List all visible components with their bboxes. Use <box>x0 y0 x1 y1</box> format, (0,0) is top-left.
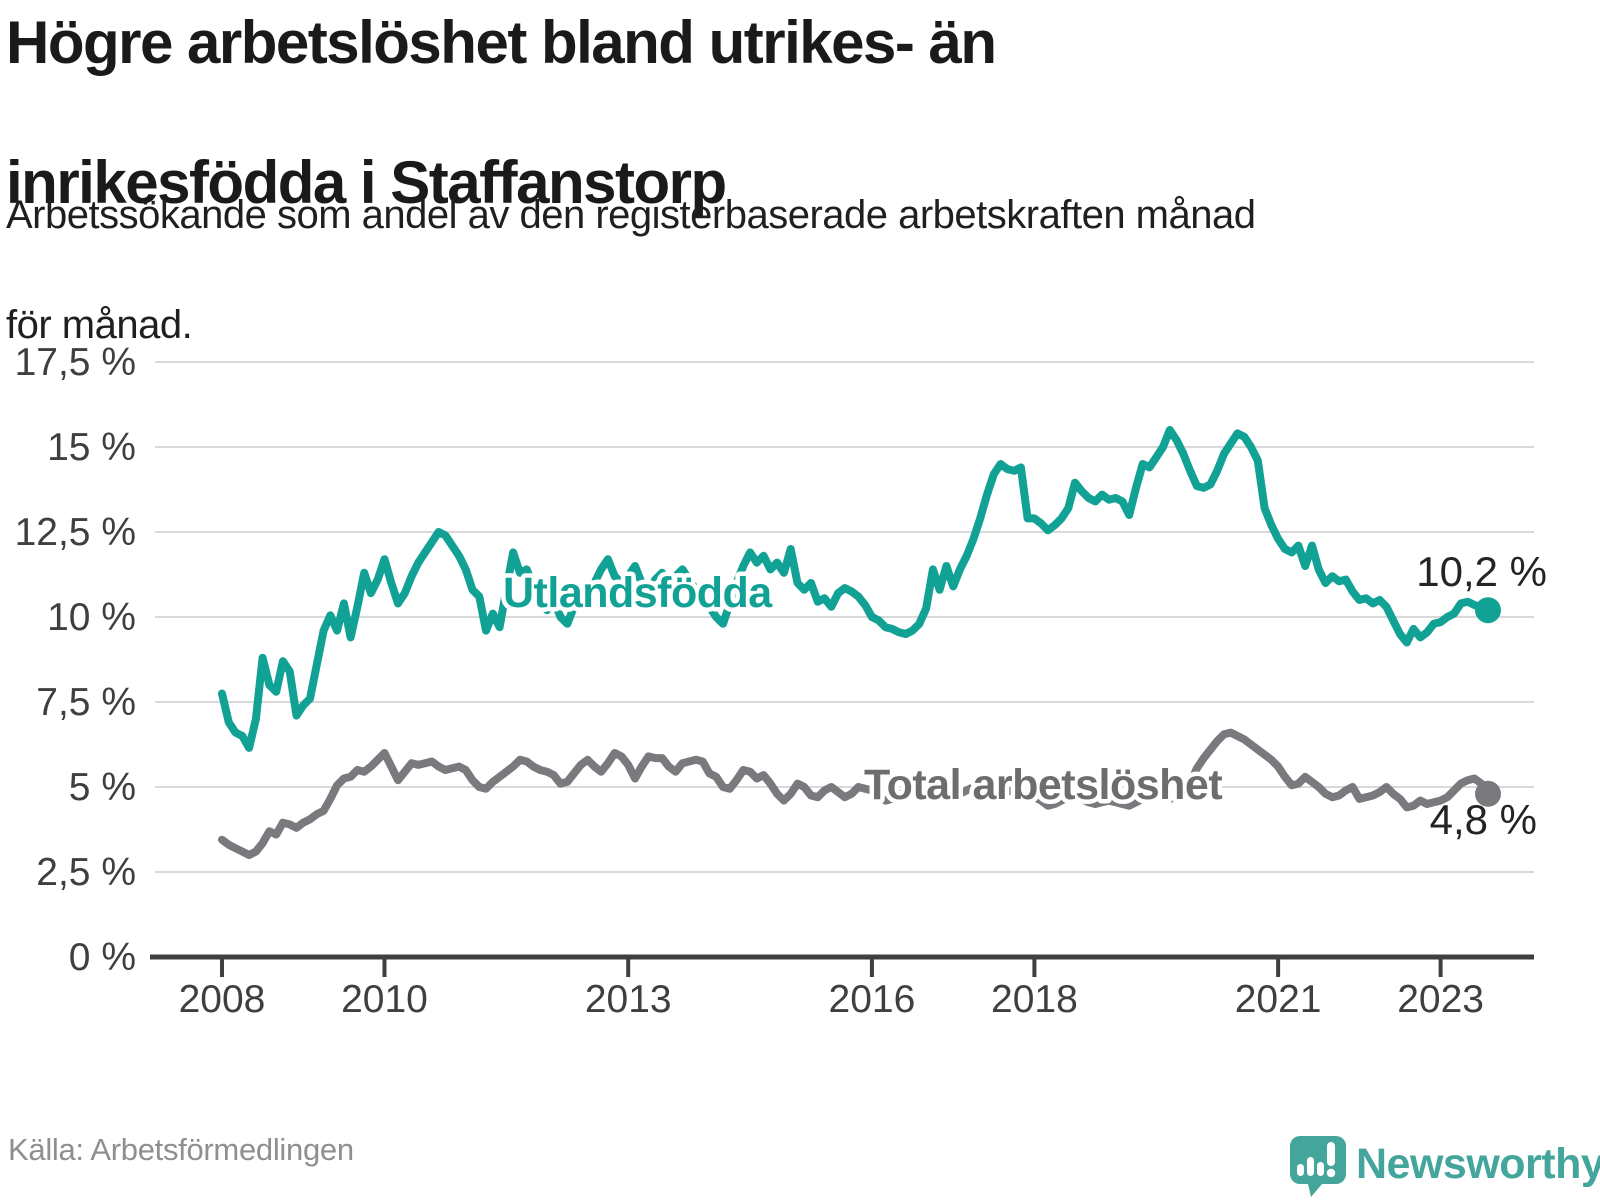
series-label-utlandsfodda: Utlandsfödda <box>503 569 773 617</box>
x-tick-label: 2016 <box>829 978 916 1021</box>
x-tick-label: 2018 <box>991 978 1078 1021</box>
series-line-total <box>218 728 1492 859</box>
newsworthy-logo: Newsworthy <box>1290 1136 1600 1197</box>
logo-exclamation-bar <box>1327 1142 1335 1166</box>
logo-wordmark: Newsworthy <box>1356 1140 1600 1188</box>
x-tick-label: 2008 <box>179 978 266 1021</box>
y-tick-label: 2,5 % <box>36 851 136 894</box>
x-axis: 2008 2010 2013 2016 2018 2021 2023 <box>150 954 1534 1021</box>
page-title: Högre arbetslöshet bland utrikes- än inr… <box>6 8 997 218</box>
series-lines <box>218 426 1492 859</box>
subtitle-line2: för månad. <box>6 303 193 347</box>
logo-bar-2 <box>1307 1157 1314 1176</box>
series-label-total-arbetsloshet: Total arbetslöshet <box>864 761 1222 809</box>
y-tick-label: 0 % <box>69 936 136 979</box>
title-line1: Högre arbetslöshet bland utrikes- än <box>6 9 997 76</box>
series-end-dots <box>1475 597 1501 807</box>
series-end-dot-utlandsfodda <box>1475 597 1501 624</box>
series-end-dot-total <box>1475 780 1501 807</box>
y-tick-label: 10 % <box>47 596 136 639</box>
x-tick-label: 2023 <box>1397 978 1484 1021</box>
gridlines <box>155 361 1534 873</box>
y-axis-labels: 0 % 2,5 % 5 % 7,5 % 10 % 12,5 % 15 % 17,5 % <box>15 341 136 979</box>
logo-bubble-icon <box>1290 1136 1346 1197</box>
logo-exclamation-dot <box>1326 1168 1336 1178</box>
x-tick-label: 2021 <box>1235 978 1322 1021</box>
subtitle-line1: Arbetssökande som andel av den registerb… <box>6 193 1256 237</box>
y-tick-label: 5 % <box>69 766 136 809</box>
x-tick-label: 2013 <box>585 978 672 1021</box>
end-value-label-utlandsfodda: 10,2 % <box>1416 548 1547 595</box>
y-tick-label: 15 % <box>47 426 136 469</box>
y-tick-label: 12,5 % <box>15 511 136 554</box>
y-tick-label: 17,5 % <box>15 341 136 384</box>
logo-bar-1 <box>1297 1164 1304 1176</box>
y-tick-label: 7,5 % <box>36 681 136 724</box>
title-line2: inrikesfödda i Staffanstorp <box>6 149 727 216</box>
series-line-utlandsfodda <box>218 426 1492 752</box>
end-value-label-total: 4,8 % <box>1430 796 1537 843</box>
logo-bar-3 <box>1317 1162 1324 1176</box>
x-tick-label: 2010 <box>341 978 428 1021</box>
source-note: Källa: Arbetsförmedlingen <box>8 1132 354 1167</box>
page-subtitle: Arbetssökande som andel av den registerb… <box>6 188 1256 353</box>
